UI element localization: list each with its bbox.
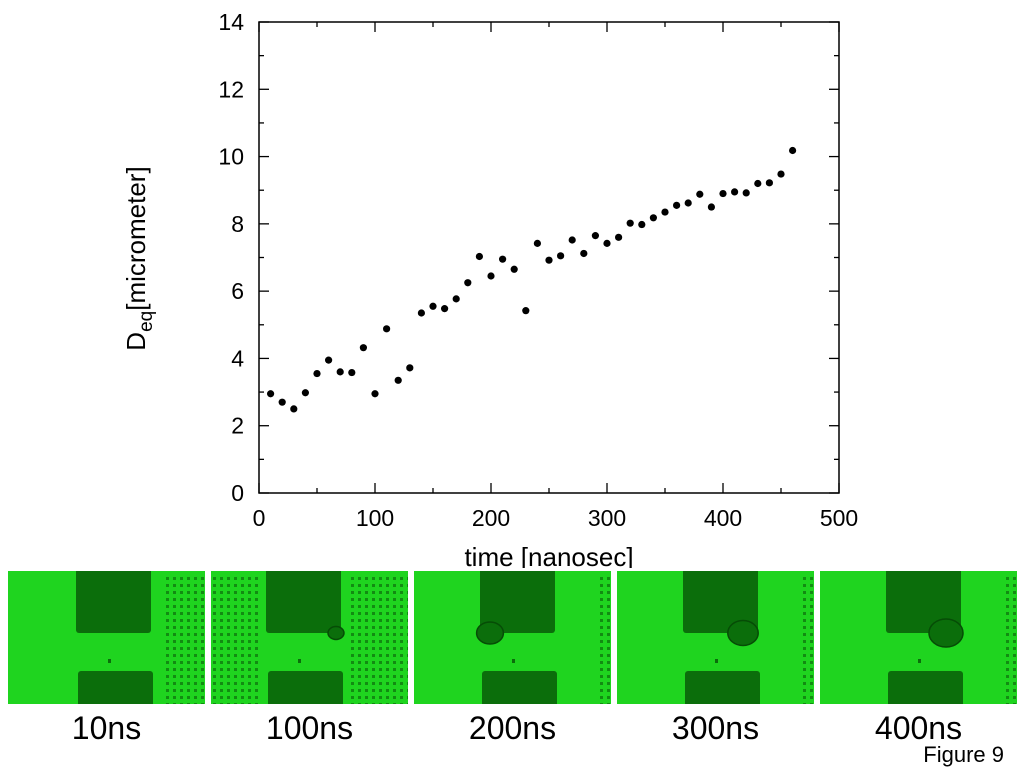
x-tick-label: 300 (588, 505, 626, 531)
y-tick-label: 10 (218, 144, 244, 170)
data-point (348, 368, 356, 377)
data-point (325, 356, 333, 364)
data-point (557, 252, 565, 260)
data-point (336, 368, 344, 376)
micrograph-image (617, 571, 814, 704)
data-point (545, 256, 553, 264)
y-axis-title-main: D (121, 332, 151, 351)
data-point (649, 214, 658, 222)
micrograph-label: 100ns (265, 710, 354, 746)
data-point (313, 369, 321, 378)
data-point (731, 188, 739, 196)
y-tick-label: 4 (231, 345, 244, 371)
y-tick-label: 2 (231, 413, 244, 439)
data-points (267, 146, 797, 413)
data-point (359, 344, 367, 352)
data-point (394, 376, 402, 384)
axis-ticks: 0 100 200 300 400 500 0 2 4 6 8 10 12 14 (218, 9, 858, 531)
figure-label: Figure 9 (923, 742, 1004, 767)
micrograph-label: 200ns (468, 710, 557, 746)
y-tick-label: 12 (218, 76, 244, 102)
data-point (371, 390, 379, 398)
micrograph-image (414, 571, 611, 704)
micrograph-10ns (8, 571, 205, 704)
data-point (267, 390, 275, 398)
micrograph-200ns (414, 571, 611, 704)
y-axis-title: Deq[micrometer] (121, 166, 157, 350)
data-point (417, 309, 425, 317)
micrograph-100ns (211, 571, 408, 704)
data-point (777, 170, 785, 178)
x-tick-label: 100 (356, 505, 394, 531)
data-point (406, 364, 414, 372)
data-point (290, 405, 298, 413)
y-tick-label: 8 (231, 211, 244, 237)
micrograph-label: 400ns (874, 710, 963, 746)
y-tick-label: 0 (231, 480, 244, 506)
data-point (638, 220, 646, 229)
data-point (464, 279, 472, 287)
data-point (487, 272, 495, 280)
data-point (533, 239, 542, 247)
micrograph-image (211, 571, 408, 704)
y-axis-title-subscript: eq (136, 311, 157, 332)
data-point (684, 199, 692, 207)
data-point (603, 239, 611, 247)
x-tick-label: 0 (253, 505, 266, 531)
micrograph-label: 300ns (671, 710, 760, 746)
data-point (719, 189, 727, 198)
micrograph-300ns (617, 571, 814, 704)
data-point (615, 233, 623, 241)
data-point (765, 179, 774, 187)
micrograph-400ns (820, 571, 1017, 704)
data-point (742, 189, 750, 197)
data-point (452, 295, 460, 303)
y-tick-label: 6 (231, 278, 244, 304)
micrograph-label: 10ns (71, 710, 142, 746)
data-point (673, 201, 681, 209)
data-point (475, 252, 483, 261)
data-point (568, 236, 576, 244)
data-point (441, 305, 449, 313)
data-point (383, 325, 391, 333)
data-point (754, 179, 762, 188)
data-point (661, 208, 669, 216)
x-axis-title: time [nanosec] (464, 542, 633, 568)
data-point (301, 389, 309, 397)
x-tick-label: 400 (704, 505, 742, 531)
scatter-chart: 0 100 200 300 400 500 0 2 4 6 8 10 12 14 time [nanose… (121, 9, 858, 568)
data-point (278, 398, 286, 406)
y-axis-title-unit: [micrometer] (121, 166, 151, 310)
data-point (789, 146, 797, 155)
data-point (510, 265, 518, 273)
data-point (591, 232, 600, 240)
micrograph-image (820, 571, 1017, 704)
y-tick-label: 14 (218, 9, 244, 35)
data-point (522, 307, 530, 315)
micrograph-image (8, 571, 205, 704)
x-tick-label: 500 (820, 505, 858, 531)
x-tick-label: 200 (472, 505, 510, 531)
data-point (499, 255, 507, 263)
data-point (429, 302, 437, 310)
data-point (626, 219, 634, 227)
data-point (696, 190, 704, 198)
data-point (707, 203, 716, 211)
data-point (580, 249, 588, 258)
